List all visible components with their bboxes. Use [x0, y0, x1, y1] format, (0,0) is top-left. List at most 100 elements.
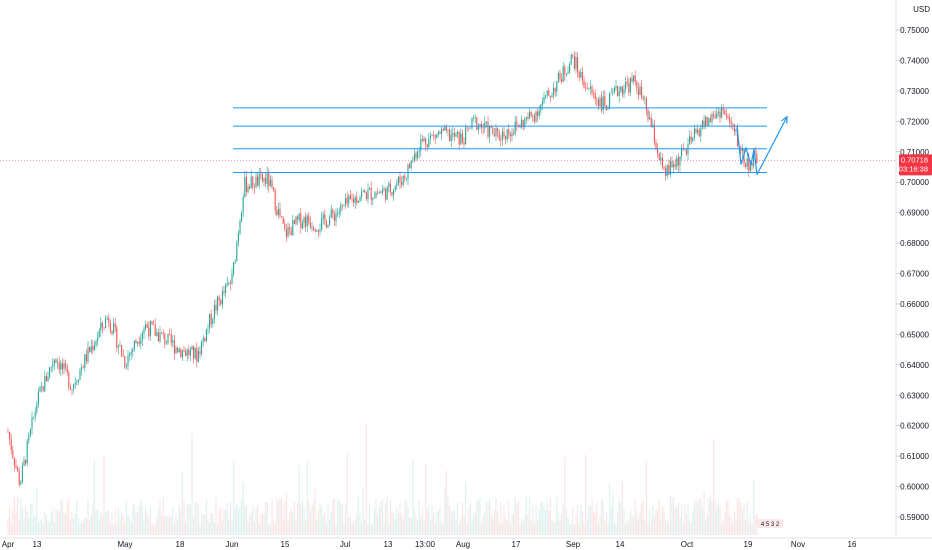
volume-bar: [197, 504, 199, 535]
projection-arrow-head[interactable]: [781, 115, 788, 124]
volume-bar: [263, 515, 265, 535]
candle-body: [447, 130, 449, 131]
volume-bar: [685, 514, 687, 535]
volume-bar: [223, 509, 225, 535]
volume-bar: [677, 502, 679, 535]
volume-bar: [362, 488, 364, 535]
candle-body: [183, 350, 185, 352]
candle-body: [18, 470, 20, 485]
candle-body: [465, 127, 467, 145]
volume-bar: [650, 519, 652, 535]
candle-body: [724, 110, 726, 115]
volume-bar: [700, 497, 702, 535]
candle-body: [681, 147, 683, 157]
candle-body: [148, 327, 150, 337]
volume-bar: [394, 519, 396, 535]
volume-bar: [708, 498, 710, 535]
candle-body: [607, 108, 609, 110]
candle-body: [53, 359, 55, 364]
volume-bar: [205, 498, 207, 535]
volume-bar: [455, 520, 457, 535]
volume-bar: [55, 508, 57, 535]
candle-body: [463, 142, 465, 145]
candle-body: [162, 333, 164, 334]
volume-bar: [474, 511, 476, 535]
volume-bar: [497, 510, 499, 535]
candle-body: [20, 482, 22, 485]
volume-bar: [308, 501, 310, 535]
candle-body: [647, 109, 649, 120]
candle-body: [737, 129, 739, 147]
volume-bar: [277, 501, 279, 535]
volume-bar: [343, 521, 345, 535]
events-badge[interactable]: 4 5 3 2: [757, 519, 783, 528]
candle-body: [149, 321, 151, 337]
volume-bar: [697, 502, 699, 535]
volume-bar: [284, 500, 286, 535]
candle-body: [612, 91, 614, 93]
volume-bar: [671, 497, 673, 535]
volume-bar: [183, 499, 185, 535]
currency-label: USD: [913, 5, 930, 14]
candle-body: [325, 220, 327, 228]
projection-arrow-line[interactable]: [756, 116, 788, 175]
candle-body: [412, 160, 414, 162]
volume-bar: [669, 495, 671, 535]
volume-bar: [255, 507, 257, 535]
time-axis[interactable]: Apr 13 May 18 Jun 15 Jul 13 13:00 Aug 17 Sep 14 Oct 19…: [0, 537, 932, 550]
candle-body: [348, 195, 350, 204]
time-tick-label: 18: [176, 540, 185, 549]
volume-bar: [561, 514, 563, 535]
time-tick-label: Jul: [340, 540, 350, 549]
volume-bar: [106, 510, 108, 535]
candle-body: [572, 55, 574, 57]
volume-bar: [749, 515, 751, 535]
candle-body: [753, 153, 755, 166]
volume-bar: [303, 506, 305, 535]
candle-body: [609, 93, 611, 109]
volume-bar: [637, 519, 639, 535]
volume-bar: [445, 470, 447, 535]
volume-bar: [300, 503, 302, 535]
volume-bar: [265, 502, 267, 535]
volume-bar: [181, 471, 183, 535]
volume-bar: [85, 518, 87, 535]
volume-bar: [26, 511, 28, 535]
volume-bar: [553, 523, 555, 535]
volume-bar: [628, 521, 630, 535]
candle-body: [351, 198, 353, 200]
volume-bar: [639, 511, 641, 535]
time-tick-label: 13:00: [415, 540, 436, 549]
volume-bar: [314, 488, 316, 535]
volume-bar: [573, 524, 575, 535]
volume-bar: [533, 524, 535, 535]
price-tick-label: 0.75000: [900, 26, 929, 35]
volume-bar: [489, 498, 491, 535]
candle-body: [26, 441, 28, 464]
candle-body: [234, 261, 236, 263]
candle-body: [196, 348, 198, 362]
price-tick-label: 0.65000: [900, 330, 929, 339]
volume-bar: [175, 514, 177, 535]
price-axis[interactable]: USD 0.750000.740000.730000.720000.710000…: [895, 0, 932, 538]
volume-bar: [66, 500, 68, 535]
candle-body: [634, 75, 636, 82]
candle-body: [180, 349, 182, 358]
volume-bar: [450, 513, 452, 535]
volume-bar: [95, 509, 97, 535]
volume-bar: [389, 500, 391, 535]
candle-body: [569, 64, 571, 73]
candle-body: [316, 230, 318, 232]
candle-body: [153, 324, 155, 326]
current-price-tag: 0.70718 03:16:38: [899, 154, 932, 176]
volume-bar: [138, 505, 140, 535]
candle-body: [60, 363, 62, 370]
volume-bar: [68, 497, 70, 535]
drawings[interactable]: [233, 107, 788, 175]
volume-bar: [404, 502, 406, 535]
candle-body: [404, 175, 406, 179]
volume-bar: [645, 461, 647, 535]
drawn-zigzag[interactable]: [736, 125, 758, 175]
volume-bar: [345, 504, 347, 535]
